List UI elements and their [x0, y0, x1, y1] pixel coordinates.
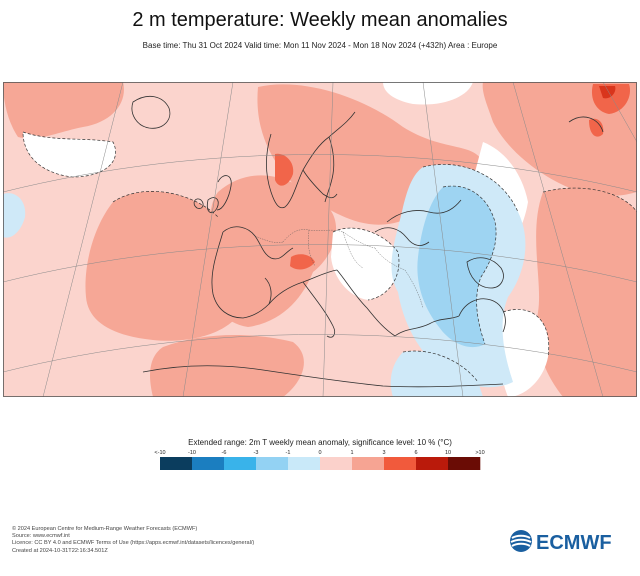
legend-swatch-9 [448, 457, 481, 470]
anomaly-strong-scandinavia [275, 153, 294, 186]
map-frame [3, 82, 637, 397]
legend-title: Extended range: 2m T weekly mean anomaly… [188, 438, 452, 447]
anomaly-neutral-southeast [498, 309, 549, 397]
footer-source: Source: www.ecmwf.int [12, 533, 70, 540]
graticule [3, 82, 637, 397]
legend-swatch-2 [224, 457, 257, 470]
anomaly-warm-east [536, 188, 637, 397]
footer-copyright: © 2024 European Centre for Medium-Range … [12, 526, 198, 532]
anomaly-cool-core [417, 186, 497, 348]
chart-title: 2 m temperature: Weekly mean anomalies [132, 9, 508, 31]
anomaly-cool-atlantic-west [3, 193, 26, 238]
anomaly-neutral-arctic [383, 82, 473, 105]
legend-swatch-6 [352, 457, 385, 470]
ecmwf-logo[interactable]: ECMWF [508, 528, 628, 554]
anomaly-warm-northwest [3, 82, 124, 139]
country-borders [254, 229, 424, 309]
legend-tick-label: 6 [414, 450, 417, 456]
legend-tick-label: 0 [318, 450, 321, 456]
legend-swatch-3 [256, 457, 289, 470]
coastlines [131, 95, 604, 388]
colorbar-legend: <-10 -10 -6 -3 -1 0 1 3 6 10 >10 [154, 450, 485, 470]
ecmwf-logo-text: ECMWF [536, 532, 612, 554]
legend-swatch-5 [320, 457, 353, 470]
legend-tick-label: <-10 [154, 450, 165, 456]
anomaly-strongest-northeast [599, 86, 616, 99]
legend-swatch-0 [160, 457, 193, 470]
legend-swatch-4 [288, 457, 321, 470]
footer-credits: © 2024 European Centre for Medium-Range … [12, 526, 254, 555]
legend-tick-label: -3 [254, 450, 259, 456]
legend-tick-label: -10 [188, 450, 196, 456]
anomaly-map [3, 82, 637, 397]
legend-tick-label: -6 [222, 450, 227, 456]
legend-tick-label: >10 [475, 450, 484, 456]
anomaly-warm-atlantic [85, 191, 247, 341]
legend-swatch-7 [384, 457, 417, 470]
legend-swatch-1 [192, 457, 225, 470]
chart-subtitle: Base time: Thu 31 Oct 2024 Valid time: M… [142, 41, 498, 50]
legend-tick-label: 10 [445, 450, 451, 456]
anomaly-strong-northeast-2 [589, 118, 604, 137]
legend-swatch-8 [416, 457, 449, 470]
anomaly-warm-west-europe [210, 175, 337, 327]
legend-tick-label: 1 [350, 450, 353, 456]
footer-created: Created at 2024-10-31T22:16:34.501Z [12, 547, 108, 554]
legend-tick-label: -1 [286, 450, 291, 456]
anomaly-strong-alps [290, 254, 315, 270]
ecmwf-logo-mark-icon [510, 530, 532, 552]
significance-contours [22, 131, 637, 383]
legend-tick-label: 3 [382, 450, 385, 456]
anomaly-neutral-north-atlantic [23, 132, 116, 177]
footer-licence: Licence: CC BY 4.0 and ECMWF Terms of Us… [12, 540, 255, 547]
